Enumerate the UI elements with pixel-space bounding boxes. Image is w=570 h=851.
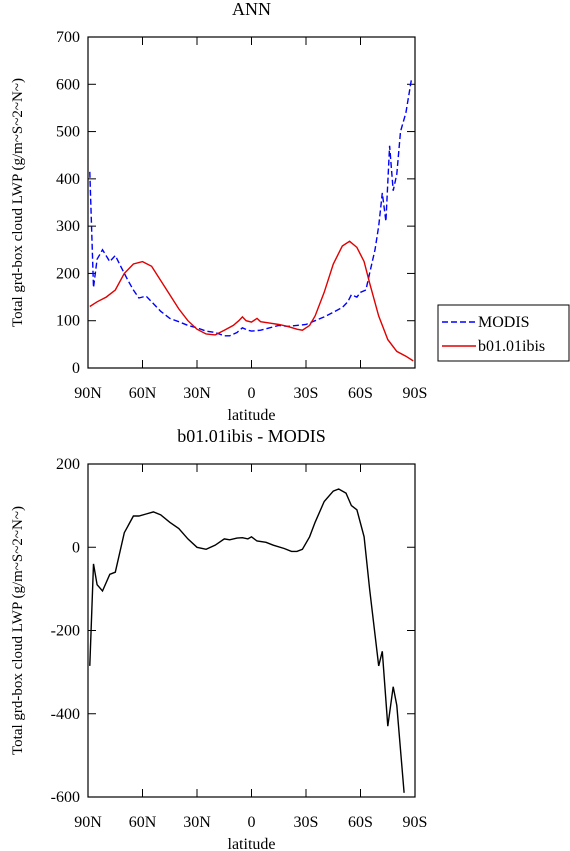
x-tick-label: 90S <box>403 814 428 831</box>
y-tick-label: 500 <box>56 124 80 141</box>
y-tick-label: -400 <box>51 706 80 723</box>
series-line <box>89 240 414 362</box>
x-tick-label: 90S <box>403 385 428 402</box>
legend-label: MODIS <box>478 314 530 331</box>
x-tick-label: 30N <box>183 814 211 831</box>
y-tick-label: -200 <box>51 623 80 640</box>
x-tick-label: 60S <box>348 385 373 402</box>
y-axis-label: Total grd-box cloud LWP (g/m~S~2~N~) <box>10 506 26 755</box>
x-tick-label: 60S <box>348 814 373 831</box>
x-tick-label: 60N <box>129 385 157 402</box>
x-tick-label: 0 <box>248 814 256 831</box>
y-tick-label: 700 <box>56 29 80 46</box>
series-line <box>89 488 405 793</box>
y-tick-label: 600 <box>56 76 80 93</box>
y-tick-label: 0 <box>72 360 80 377</box>
x-tick-label: 90N <box>74 814 102 831</box>
legend-label: b01.01ibis <box>478 338 545 355</box>
chart-title: b01.01ibis - MODIS <box>177 426 326 446</box>
y-tick-label: 200 <box>56 265 80 282</box>
series-line <box>89 79 413 337</box>
y-tick-label: -600 <box>51 789 80 806</box>
x-axis-label: latitude <box>228 836 276 851</box>
y-tick-label: 200 <box>56 456 80 473</box>
x-tick-label: 30N <box>183 385 211 402</box>
y-axis-label: Total grd-box cloud LWP (g/m~S~2~N~) <box>10 78 26 327</box>
x-tick-label: 90N <box>74 385 102 402</box>
y-tick-label: 400 <box>56 171 80 188</box>
x-tick-label: 30S <box>294 385 319 402</box>
plot-frame <box>87 36 416 369</box>
x-tick-label: 0 <box>248 385 256 402</box>
y-tick-label: 0 <box>72 539 80 556</box>
plot-frame <box>87 463 416 798</box>
chart-title: ANN <box>232 0 271 19</box>
x-axis-label: latitude <box>228 407 276 424</box>
legend-box <box>437 304 570 362</box>
x-tick-label: 60N <box>129 814 157 831</box>
y-tick-label: 300 <box>56 218 80 235</box>
y-tick-label: 100 <box>56 313 80 330</box>
x-tick-label: 30S <box>294 814 319 831</box>
